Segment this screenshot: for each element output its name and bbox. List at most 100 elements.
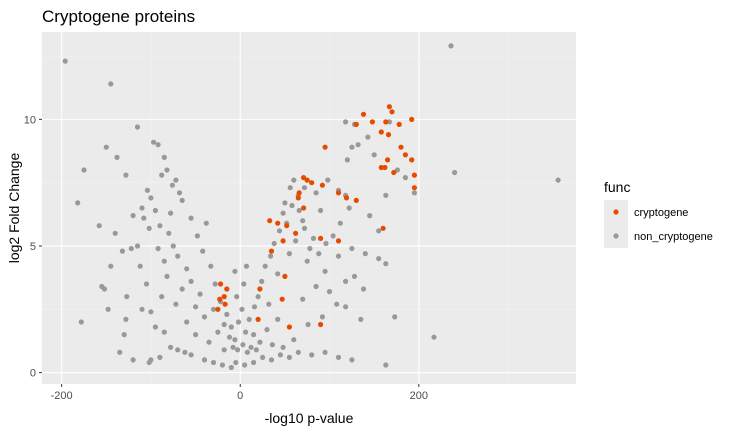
cryptogene-point (353, 197, 359, 203)
non-cryptogene-point (212, 281, 218, 287)
non-cryptogene-point (194, 233, 200, 239)
non-cryptogene-point (146, 359, 152, 366)
non-cryptogene-point (251, 332, 257, 338)
non-cryptogene-point (241, 281, 247, 287)
non-cryptogene-point (235, 347, 241, 353)
non-cryptogene-point (232, 337, 238, 343)
cryptogene-point (378, 129, 384, 135)
non-cryptogene-point (301, 185, 308, 191)
cryptogene-point (386, 104, 392, 110)
non-cryptogene-point (282, 200, 288, 206)
legend: func cryptogene non_cryptogene (604, 179, 713, 248)
cryptogene-point (411, 172, 417, 178)
non-cryptogene-point (268, 253, 274, 259)
cryptogene-point (296, 190, 302, 196)
non-cryptogene-point (173, 301, 179, 307)
non-cryptogene-point (301, 225, 308, 231)
non-cryptogene-point (242, 362, 248, 368)
cryptogene-point (319, 182, 325, 188)
cryptogene-point (224, 286, 230, 292)
non-cryptogene-point (383, 261, 389, 267)
non-cryptogene-point (201, 357, 208, 363)
cryptogene-point (385, 157, 391, 163)
non-cryptogene-point (316, 251, 322, 257)
cryptogene-point (222, 301, 228, 307)
non-cryptogene-point (161, 258, 167, 264)
non-cryptogene-point (141, 215, 147, 221)
non-cryptogene-point (246, 316, 252, 322)
non-cryptogene-point (349, 357, 355, 363)
non-cryptogene-point (157, 354, 163, 360)
non-cryptogene-point (307, 245, 313, 252)
non-cryptogene-point (305, 321, 311, 328)
cryptogene-point (335, 190, 342, 196)
data-points (62, 43, 561, 371)
non-cryptogene-point (383, 192, 389, 198)
plot-panel (42, 32, 576, 384)
x-tick-label: -200 (51, 390, 73, 402)
non-cryptogene-point (230, 344, 236, 350)
non-cryptogene-point (168, 210, 174, 216)
legend-title: func (604, 179, 630, 195)
cryptogene-point (284, 223, 290, 229)
non-cryptogene-point (159, 294, 165, 300)
non-cryptogene-point (346, 205, 352, 211)
non-cryptogene-point (291, 177, 297, 183)
non-cryptogene-point (325, 177, 331, 183)
cryptogene-point (255, 316, 261, 322)
non-cryptogene-point (62, 58, 68, 64)
cryptogene-point (369, 119, 375, 125)
non-cryptogene-point (157, 223, 163, 229)
non-cryptogene-point (219, 362, 225, 368)
non-cryptogene-point (103, 144, 109, 150)
non-cryptogene-point (128, 245, 134, 252)
non-cryptogene-point (170, 243, 176, 249)
non-cryptogene-point (123, 316, 129, 322)
non-cryptogene-point (362, 251, 368, 257)
non-cryptogene-point (152, 207, 158, 214)
non-cryptogene-point (144, 187, 150, 193)
x-tick-label: 0 (237, 390, 243, 402)
legend-key-non-cryptogene (613, 233, 619, 239)
x-axis-title: -log10 p-value (265, 410, 354, 426)
non-cryptogene-point (114, 154, 120, 160)
cryptogene-point (215, 306, 221, 312)
non-cryptogene-point (108, 81, 114, 87)
non-cryptogene-point (221, 347, 227, 353)
non-cryptogene-point (365, 134, 371, 140)
non-cryptogene-point (367, 213, 373, 219)
non-cryptogene-point (197, 291, 203, 297)
non-cryptogene-point (130, 213, 136, 219)
non-cryptogene-point (201, 314, 208, 320)
cryptogene-point (286, 324, 292, 330)
non-cryptogene-point (355, 142, 361, 148)
non-cryptogene-point (166, 230, 172, 236)
non-cryptogene-point (262, 263, 268, 269)
non-cryptogene-point (188, 278, 194, 284)
non-cryptogene-point (134, 124, 141, 130)
non-cryptogene-point (108, 263, 114, 269)
non-cryptogene-point (448, 43, 454, 49)
non-cryptogene-point (376, 256, 382, 262)
cryptogene-point (382, 164, 388, 171)
non-cryptogene-point (121, 332, 127, 338)
non-cryptogene-point (139, 205, 145, 211)
non-cryptogene-point (148, 195, 154, 201)
cryptogene-point (411, 185, 417, 191)
non-cryptogene-point (215, 329, 221, 335)
cryptogene-point (280, 238, 286, 244)
non-cryptogene-point (313, 190, 319, 196)
cryptogene-point (282, 273, 288, 279)
non-cryptogene-point (117, 349, 123, 355)
non-cryptogene-point (175, 347, 181, 353)
cryptogene-point (257, 286, 263, 292)
non-cryptogene-point (179, 286, 185, 292)
non-cryptogene-point (402, 175, 408, 181)
non-cryptogene-point (188, 352, 194, 358)
non-cryptogene-point (330, 233, 336, 239)
non-cryptogene-point (155, 245, 161, 252)
cryptogene-point (295, 195, 301, 201)
non-cryptogene-point (343, 119, 349, 125)
y-tick-label: 0 (30, 368, 36, 380)
x-axis: -200 0 200 (51, 384, 428, 402)
